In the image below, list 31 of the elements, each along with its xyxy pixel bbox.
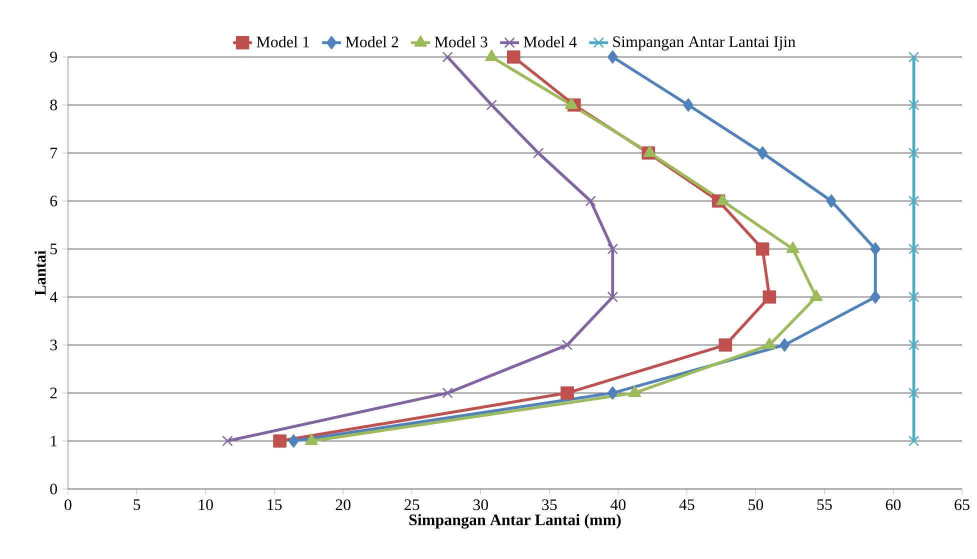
legend-label: Simpangan Antar Lantai Ijin	[613, 36, 796, 50]
y-tick-label: 2	[50, 388, 57, 398]
x-tick-label: 35	[542, 499, 557, 510]
y-tick-label: 6	[50, 196, 58, 206]
y-tick-label: 9	[50, 52, 57, 62]
x-tick-label: 25	[404, 499, 420, 510]
y-tick-label: 1	[51, 436, 57, 446]
x-tick-label: 5	[134, 499, 140, 510]
x-tick-label: 10	[198, 499, 213, 510]
x-tick-label: 50	[748, 499, 764, 510]
x-tick-label: 45	[679, 499, 694, 510]
y-tick-label: 7	[50, 148, 58, 158]
legend-label: Model 4	[524, 36, 577, 48]
x-tick-label: 65	[954, 499, 970, 510]
x-tick-label: 30	[473, 499, 488, 510]
x-tick-label: 40	[610, 499, 626, 510]
y-axis-title: Lantai	[34, 250, 46, 296]
y-tick-label: 5	[50, 244, 57, 254]
x-tick-label: 60	[886, 499, 901, 510]
y-tick-label: 3	[50, 340, 57, 350]
y-tick-label: 8	[50, 100, 57, 110]
x-tick-label: 20	[336, 499, 350, 510]
x-tick-label: 55	[817, 499, 832, 510]
x-axis-title: Simpangan Antar Lantai (mm)	[409, 514, 621, 529]
legend-label: Model 3	[434, 36, 488, 48]
y-tick-label: 0	[50, 484, 57, 494]
x-tick-label: 15	[268, 499, 282, 510]
y-tick-label: 4	[50, 292, 58, 302]
legend-label: Model 1	[256, 36, 309, 48]
legend-label: Model 2	[346, 36, 398, 48]
x-tick-label: 0	[64, 499, 72, 510]
